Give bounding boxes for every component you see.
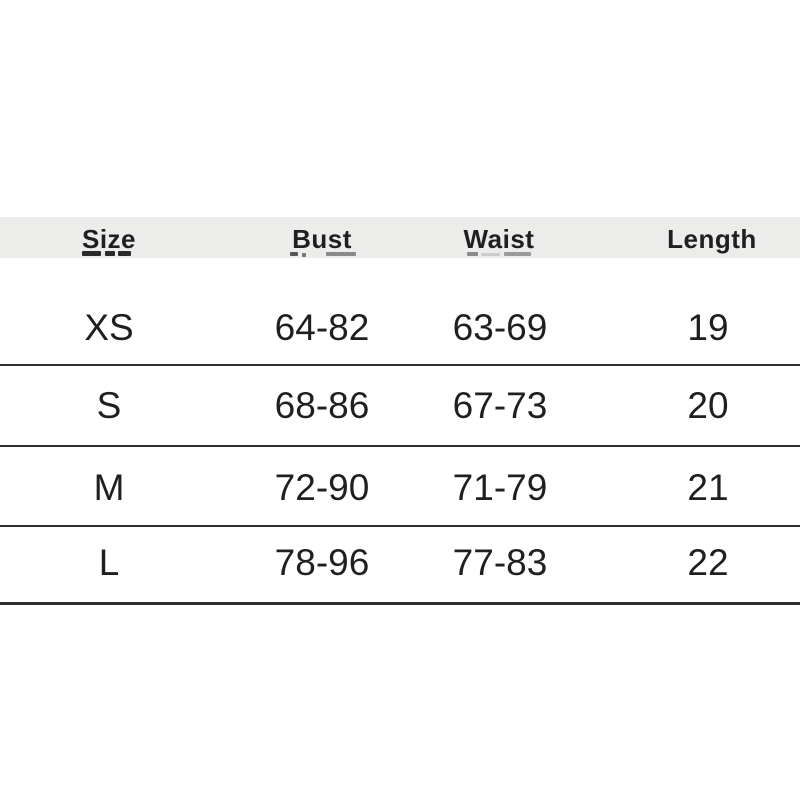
bust-cell: 68-86 (274, 385, 370, 426)
bust-cell: 72-90 (274, 467, 370, 508)
waist-cell: 63-69 (452, 307, 548, 348)
row-divider (0, 525, 800, 527)
size-cell: XS (84, 307, 134, 348)
length-cell: 21 (687, 467, 729, 508)
column-header-bust: Bust (292, 224, 352, 254)
waist-cell: 71-79 (452, 467, 548, 508)
header-artifact-dash (118, 251, 131, 256)
header-artifact-dash (504, 252, 531, 256)
bust-cell: 64-82 (274, 307, 370, 348)
length-cell: 22 (687, 542, 729, 583)
column-header-waist: Waist (463, 224, 535, 254)
header-artifact-dash (82, 251, 101, 256)
length-cell: 20 (687, 385, 729, 426)
size-cell: M (93, 467, 125, 508)
table-header-band (0, 217, 800, 258)
waist-cell: 77-83 (452, 542, 548, 583)
column-header-size: Size (81, 224, 137, 254)
header-artifact-dash (302, 253, 306, 257)
bust-cell: 78-96 (274, 542, 370, 583)
column-header-length: Length (667, 224, 757, 254)
waist-cell: 67-73 (452, 385, 548, 426)
size-cell: L (98, 542, 120, 583)
length-cell: 19 (687, 307, 729, 348)
row-divider (0, 364, 800, 366)
header-artifact-dash (105, 251, 115, 256)
header-artifact-dash (481, 253, 500, 256)
header-artifact-dash (467, 252, 478, 256)
row-divider (0, 445, 800, 447)
size-cell: S (96, 385, 122, 426)
header-artifact-dash (326, 252, 356, 256)
table-bottom-border (0, 602, 800, 605)
header-artifact-dash (290, 252, 298, 256)
